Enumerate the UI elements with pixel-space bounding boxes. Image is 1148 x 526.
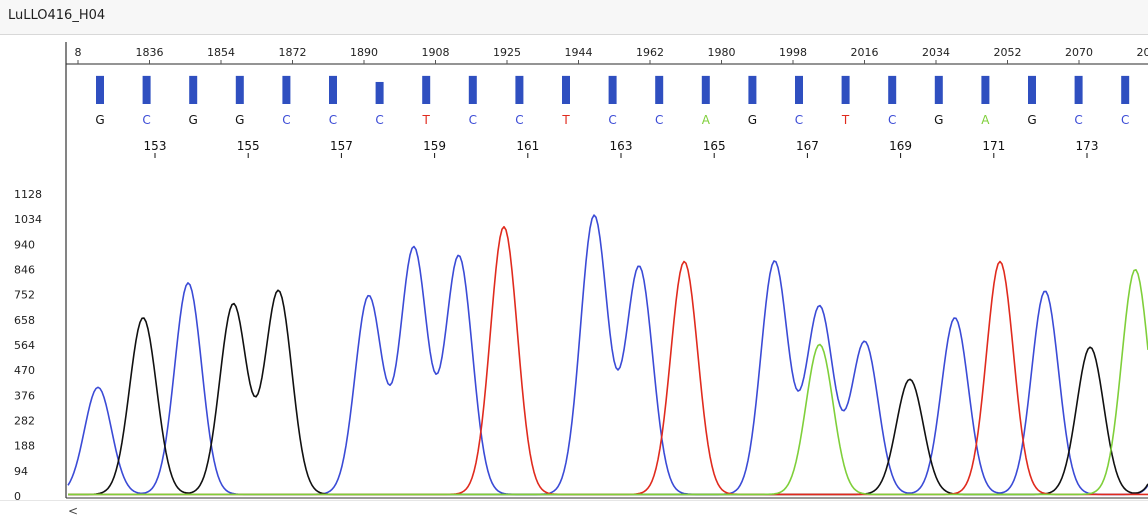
quality-bar — [1075, 76, 1083, 104]
horizontal-scrollbar[interactable]: < — [0, 500, 1148, 526]
y-tick-label: 1034 — [14, 213, 42, 226]
base-call-C[interactable]: C — [608, 113, 616, 127]
base-call-G[interactable]: G — [235, 113, 244, 127]
title-bar: LuLLO416_H04 — [0, 0, 1148, 35]
base-position-label: 171 — [982, 139, 1005, 153]
base-call-G[interactable]: G — [95, 113, 104, 127]
scan-tick-label: 1872 — [279, 46, 307, 59]
scan-tick-label: 2070 — [1065, 46, 1093, 59]
base-call-C[interactable]: C — [888, 113, 896, 127]
scan-tick-label: 2016 — [851, 46, 879, 59]
scan-tick-label: 1908 — [422, 46, 450, 59]
chromatogram-panel[interactable]: 8 1836 1854 1872 1890 1908 1925 1944 1962 1980 199… — [0, 34, 1148, 504]
y-tick-label: 752 — [14, 289, 35, 302]
scroll-left-arrow-icon[interactable]: < — [68, 504, 78, 518]
quality-bar — [515, 76, 523, 104]
base-position-label: 163 — [610, 139, 633, 153]
quality-bar — [935, 76, 943, 104]
quality-bar — [329, 76, 337, 104]
chromatogram-chart[interactable]: 8 1836 1854 1872 1890 1908 1925 1944 1962 1980 199… — [0, 34, 1148, 504]
y-tick-label: 940 — [14, 238, 35, 251]
quality-bar — [655, 76, 663, 104]
quality-bar — [422, 76, 430, 104]
base-position-label: 159 — [423, 139, 446, 153]
quality-bar — [236, 76, 244, 104]
quality-bar — [376, 82, 384, 104]
quality-bar — [562, 76, 570, 104]
quality-bar — [469, 76, 477, 104]
y-tick-label: 282 — [14, 415, 35, 428]
base-position-label: 167 — [796, 139, 819, 153]
y-tick-label: 470 — [14, 364, 35, 377]
y-tick-label: 846 — [14, 264, 35, 277]
base-call-T[interactable]: T — [561, 113, 570, 127]
scan-tick-label: 1962 — [636, 46, 664, 59]
quality-bar — [748, 76, 756, 104]
base-call-C[interactable]: C — [515, 113, 523, 127]
scan-tick-label: 1890 — [350, 46, 378, 59]
base-call-C[interactable]: C — [1121, 113, 1129, 127]
y-tick-label: 658 — [14, 314, 35, 327]
base-call-G[interactable]: G — [189, 113, 198, 127]
quality-bar — [1121, 76, 1129, 104]
base-position-label: 161 — [516, 139, 539, 153]
base-call-G[interactable]: G — [748, 113, 757, 127]
base-position-label: 173 — [1076, 139, 1099, 153]
base-call-C[interactable]: C — [142, 113, 150, 127]
base-call-C[interactable]: C — [469, 113, 477, 127]
scan-tick-label: 1925 — [493, 46, 521, 59]
quality-bar — [888, 76, 896, 104]
base-position-label: 157 — [330, 139, 353, 153]
scan-tick-label: 1854 — [207, 46, 235, 59]
base-call-T[interactable]: T — [422, 113, 431, 127]
base-position-label: 153 — [144, 139, 167, 153]
quality-bar — [609, 76, 617, 104]
scan-tick-label: 1944 — [565, 46, 593, 59]
y-tick-label: 94 — [14, 465, 28, 478]
scan-tick-label: 8 — [75, 46, 82, 59]
trace-A — [68, 270, 1148, 495]
scan-tick-label: 2052 — [994, 46, 1022, 59]
base-position-label: 155 — [237, 139, 260, 153]
quality-bar — [189, 76, 197, 104]
scan-tick-label: 1980 — [708, 46, 736, 59]
y-tick-label: 376 — [14, 389, 35, 402]
quality-bar — [1028, 76, 1036, 104]
base-call-G[interactable]: G — [1027, 113, 1036, 127]
y-tick-label: 188 — [14, 440, 35, 453]
base-call-G[interactable]: G — [934, 113, 943, 127]
base-call-C[interactable]: C — [1074, 113, 1082, 127]
quality-bar — [282, 76, 290, 104]
base-call-C[interactable]: C — [795, 113, 803, 127]
quality-bar — [842, 76, 850, 104]
base-call-T[interactable]: T — [841, 113, 850, 127]
base-position-label: 169 — [889, 139, 912, 153]
scan-tick-label: 1836 — [136, 46, 164, 59]
scan-tick-label: 2034 — [922, 46, 950, 59]
scan-tick-label: 2088 — [1137, 46, 1148, 59]
base-call-C[interactable]: C — [655, 113, 663, 127]
quality-bar — [981, 76, 989, 104]
base-position-label: 165 — [703, 139, 726, 153]
base-call-A[interactable]: A — [981, 113, 990, 127]
base-call-C[interactable]: C — [375, 113, 383, 127]
window-title: LuLLO416_H04 — [8, 8, 105, 23]
quality-bar — [795, 76, 803, 104]
scan-tick-label: 1998 — [779, 46, 807, 59]
base-call-C[interactable]: C — [329, 113, 337, 127]
quality-bar — [96, 76, 104, 104]
trace-T — [68, 227, 1148, 495]
quality-bar — [702, 76, 710, 104]
y-tick-label: 564 — [14, 339, 35, 352]
y-tick-label: 1128 — [14, 188, 42, 201]
base-call-A[interactable]: A — [702, 113, 711, 127]
base-call-C[interactable]: C — [282, 113, 290, 127]
quality-bar — [143, 76, 151, 104]
